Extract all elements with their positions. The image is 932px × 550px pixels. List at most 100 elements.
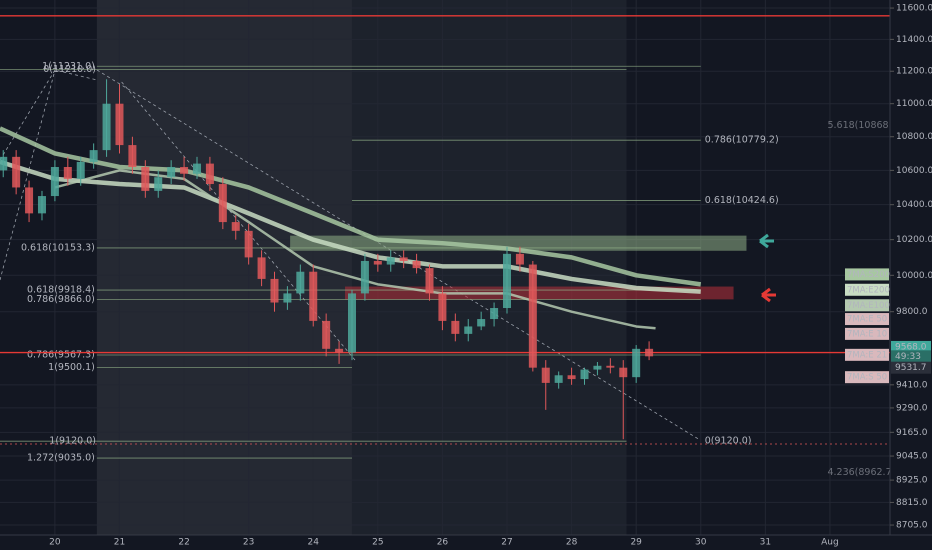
price-label: 9531.7 [895,363,927,373]
zone [345,286,734,300]
candle-body [606,365,615,368]
ma-line [0,126,702,287]
candle-body [386,257,395,265]
axes: 11600.0 11400.0 11200.0 11000.0 10800.0 10600… [49,4,932,548]
x-tick-label: 29 [630,538,642,548]
candle-body [515,253,524,265]
candle-body [218,184,227,223]
fib-label: 0.618(10153.3) [21,242,95,253]
x-tick-label: 22 [178,538,189,548]
x-tick-label: 28 [566,538,578,548]
candle-body [322,320,331,349]
candle-body [541,367,550,383]
trend-line [0,69,98,161]
fib-label: 1(9500.1) [48,362,95,373]
candle-body [50,166,59,197]
candle-body [567,375,576,380]
x-tick-label: 24 [308,538,320,548]
candle-body [192,163,201,174]
fib-label: 0(11210.0) [43,64,96,75]
ma-label-box [845,313,889,326]
y-tick-label: 10200.0 [896,235,932,245]
x-tick-label: Aug [821,538,839,548]
legend-label-box [845,283,889,296]
candle-body [503,253,512,309]
ma-label: 7MA:S 50 [847,373,887,383]
candle-body [309,271,318,321]
x-tick-label: 21 [114,538,125,548]
candle-body [102,103,111,151]
fib-label: 1(11231.0) [42,61,95,72]
grid [0,0,890,535]
candle-body [37,196,46,214]
y-tick-label: 9290.0 [896,403,928,413]
x-tick-label: 25 [372,538,383,548]
y-tick-label: 10800.0 [896,132,932,142]
y-tick-label: 11000.0 [896,99,932,109]
candle-body [360,260,369,294]
candle-body [154,177,163,191]
legend-label-box [845,268,889,281]
candle-body [554,375,563,383]
trend-line [0,69,56,281]
x-tick-label: 31 [760,538,771,548]
candle-body [270,278,279,303]
candle-body [632,348,641,378]
y-tick-label: 11400.0 [896,35,932,45]
candle-body [373,260,382,265]
candle-body [399,257,408,261]
candle-body [205,163,214,185]
price-label: 49:33 [895,352,921,362]
candle-body [619,367,628,378]
candle-body [115,103,124,146]
candle-body [335,348,344,353]
candle-body [283,293,292,303]
fib-label: 1.272(9035.0) [27,453,95,464]
legend-label-box [845,299,889,312]
ma-label-box [845,348,889,361]
ma-line [0,159,701,294]
ma-line [54,169,656,330]
candle-body [425,268,434,294]
candle-body [438,293,447,321]
legend-label: 7MA:E100 [847,301,890,311]
ma-label-box [845,327,889,340]
arrow [761,287,776,303]
candle-body [645,348,654,357]
candle-body [231,222,240,231]
candle-body [12,156,21,188]
fib-label: 1(9120.0) [49,436,96,447]
candle-body [490,308,499,320]
y-tick-label: 10400.0 [896,200,932,210]
candle-body [167,166,176,178]
trend-line [96,69,701,441]
ma-label: 7MA:E 21 [847,350,887,360]
fib-label: 0.786(10779.2) [705,135,779,146]
y-tick-label: 8815.0 [896,498,928,508]
y-tick-label: 11600.0 [896,4,932,14]
y-tick-label: 10000.0 [896,271,932,281]
x-tick-label: 20 [49,538,61,548]
candle-body [528,264,537,368]
x-tick-label: 27 [501,538,512,548]
candle-body [412,260,421,269]
x-tick-label: 26 [437,538,449,548]
fib-label: 0.786(9567.3) [27,349,95,360]
y-tick-label: 9800.0 [896,307,928,317]
y-tick-label: 9410.0 [896,380,928,390]
ma-label: 7MA:E 50 [847,315,887,325]
highlight-range [96,0,352,535]
x-tick-label: 30 [695,538,707,548]
plot: 0(11210.0)1(11231.0) 5.618(10868.9) 0.786(… [0,15,901,478]
fib-label: 4.236(8962.7) [827,467,895,478]
candle-body [128,145,137,167]
price-label-box [891,340,931,353]
legend-label: 7MA:E200 [847,285,890,295]
arrow [759,233,774,249]
candle-body [580,369,589,380]
candle-body [180,166,189,174]
ma-label: 7MA:E 10 [847,329,887,339]
candle-body [477,319,486,327]
candle-body [464,326,473,334]
